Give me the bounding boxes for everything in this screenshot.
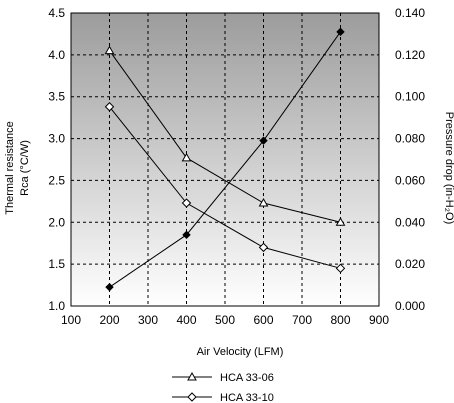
y-left-tick-label: 2.5 [48,173,65,187]
series-line-series-3 [109,31,341,288]
y-axis-right-title: Pressure drop (in-H₂O) [443,112,454,224]
y-right-tick-label: 0.140 [395,6,425,20]
series-series-3 [105,27,345,292]
y-axis-left-title-line1: Thermal resistance [4,121,16,215]
ticks-layer: 100 200 300 400 500 600 700 800 900 1.0 1.5 2.0 2.5 3… [48,6,425,327]
x-tick-label: 200 [99,313,119,327]
y-right-tick-label: 0.060 [395,173,425,187]
y-axis-left-title-line2: Rca (°C/W) [19,140,31,196]
series-hca-33-06 [104,45,346,226]
y-right-tick-label: 0.000 [395,299,425,313]
series-point-hca-33-10 [335,263,346,274]
x-tick-label: 600 [253,313,273,327]
y-left-tick-label: 3.5 [48,90,65,104]
x-tick-label: 700 [292,313,312,327]
legend-marker-hca-33-10 [187,392,197,402]
series-point-series-3 [336,27,345,37]
series-point-series-3 [105,282,114,292]
y-left-tick-label: 1.5 [48,257,65,271]
x-axis-title: Air Velocity (LFM) [197,346,284,358]
x-tick-label: 100 [61,313,81,327]
legend-marker-hca-33-06 [187,371,197,381]
series-layer [104,27,346,292]
series-point-hca-33-10 [104,102,115,112]
y-left-tick-label: 2.0 [48,215,65,229]
series-hca-33-10 [104,102,346,274]
series-point-hca-33-06 [181,152,192,162]
y-right-tick-label: 0.080 [395,132,425,146]
legend-label-hca-33-10: HCA 33-10 [220,392,274,403]
x-tick-label: 900 [369,313,389,327]
series-point-hca-33-10 [181,198,192,208]
series-line-hca-33-10 [109,106,341,269]
y-left-tick-label: 4.0 [48,48,65,62]
y-right-tick-label: 0.020 [395,257,425,271]
series-point-hca-33-06 [335,217,346,226]
legend-label-hca-33-06: HCA 33-06 [220,372,274,384]
y-right-tick-label: 0.040 [395,215,425,229]
series-point-hca-33-06 [104,45,115,55]
y-left-tick-label: 4.5 [48,6,65,20]
series-point-hca-33-06 [258,198,269,207]
series-line-hca-33-06 [109,50,341,223]
x-tick-label: 800 [330,313,350,327]
legend: HCA 33-06 HCA 33-10 [172,371,274,403]
x-tick-label: 500 [215,313,235,327]
y-left-tick-label: 1.0 [48,299,65,313]
y-right-tick-label: 0.120 [395,48,425,62]
series-point-series-3 [259,136,268,145]
x-tick-label: 300 [138,313,158,327]
series-point-series-3 [182,230,191,240]
x-tick-label: 400 [176,313,196,327]
y-right-tick-label: 0.100 [395,90,425,104]
series-point-hca-33-10 [258,242,269,253]
y-left-tick-label: 3.0 [48,132,65,146]
